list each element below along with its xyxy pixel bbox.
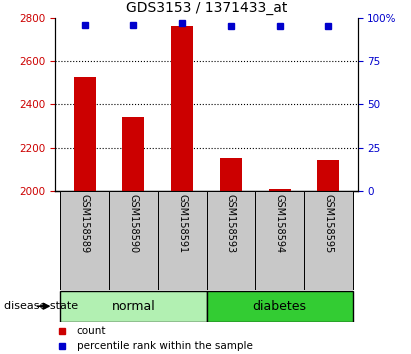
Text: GSM158590: GSM158590: [129, 194, 139, 253]
Bar: [122, 118, 144, 191]
Bar: [158, 191, 206, 290]
Text: disease state: disease state: [4, 301, 78, 311]
Bar: [109, 191, 158, 290]
Bar: [60, 291, 206, 321]
Text: GSM158593: GSM158593: [226, 194, 236, 253]
Bar: [255, 191, 304, 290]
Bar: [207, 291, 353, 321]
Text: GSM158591: GSM158591: [177, 194, 187, 253]
Text: diabetes: diabetes: [253, 300, 307, 313]
Bar: [220, 158, 242, 191]
Text: count: count: [76, 326, 106, 336]
Text: normal: normal: [111, 300, 155, 313]
Text: percentile rank within the sample: percentile rank within the sample: [76, 341, 252, 351]
Bar: [304, 191, 353, 290]
Bar: [60, 191, 109, 290]
Text: GSM158595: GSM158595: [323, 194, 333, 253]
Bar: [269, 189, 291, 191]
Bar: [317, 160, 339, 191]
Text: GSM158589: GSM158589: [80, 194, 90, 253]
Bar: [207, 191, 255, 290]
Title: GDS3153 / 1371433_at: GDS3153 / 1371433_at: [126, 1, 287, 15]
Text: GSM158594: GSM158594: [275, 194, 284, 253]
Bar: [171, 27, 193, 191]
Bar: [74, 77, 96, 191]
